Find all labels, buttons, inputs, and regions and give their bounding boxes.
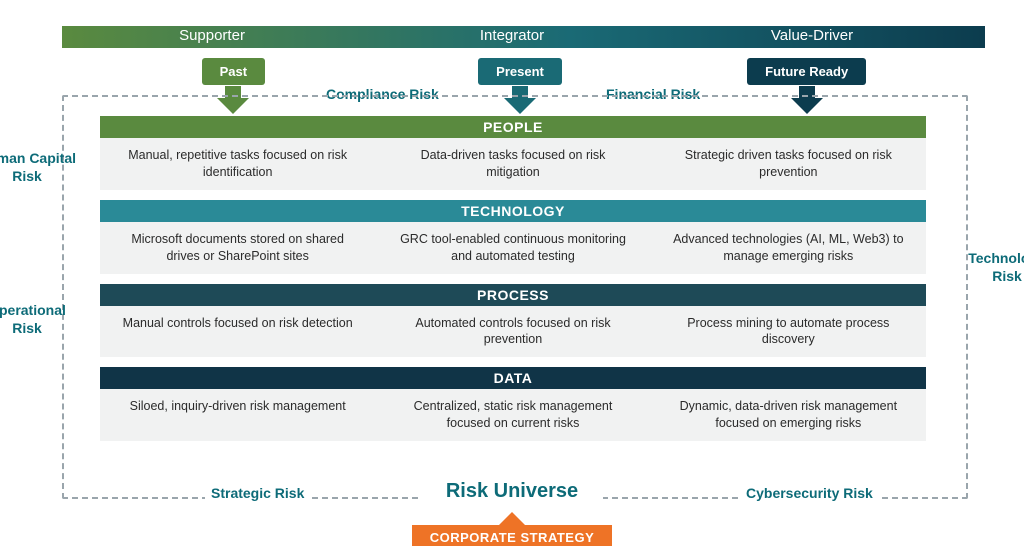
category-block: TECHNOLOGYMicrosoft documents stored on … <box>100 200 926 274</box>
category-header: PROCESS <box>100 284 926 306</box>
risk-label-strategic: Strategic Risk <box>205 485 310 501</box>
category-cell: Data-driven tasks focused on risk mitiga… <box>375 138 650 190</box>
diagram-root: Supporter Integrator Value-Driver Past P… <box>0 0 1024 546</box>
category-cell: Microsoft documents stored on shared dri… <box>100 222 375 274</box>
category-cell: GRC tool-enabled continuous monitoring a… <box>375 222 650 274</box>
risk-label-technology: Technology Risk <box>952 250 1024 285</box>
corporate-strategy-label: CORPORATE STRATEGY <box>412 525 613 546</box>
category-cell: Strategic driven tasks focused on risk p… <box>651 138 926 190</box>
corporate-strategy-badge: CORPORATE STRATEGY <box>0 512 1024 546</box>
category-rows: PEOPLEManual, repetitive tasks focused o… <box>100 116 926 451</box>
category-cell: Manual, repetitive tasks focused on risk… <box>100 138 375 190</box>
category-body: Manual controls focused on risk detectio… <box>100 306 926 358</box>
risk-universe-title: Risk Universe <box>421 480 603 503</box>
category-block: DATASiloed, inquiry-driven risk manageme… <box>100 367 926 441</box>
maturity-label-integrator: Integrator <box>362 20 662 52</box>
category-header: TECHNOLOGY <box>100 200 926 222</box>
risk-label-human-capital: Human Capital Risk <box>0 150 82 185</box>
corporate-strategy-arrow-icon <box>498 512 526 526</box>
category-header: PEOPLE <box>100 116 926 138</box>
stage-badge-label: Future Ready <box>747 58 866 85</box>
category-body: Manual, repetitive tasks focused on risk… <box>100 138 926 190</box>
category-body: Siloed, inquiry-driven risk managementCe… <box>100 389 926 441</box>
risk-label-cybersecurity: Cybersecurity Risk <box>740 485 879 501</box>
category-cell: Automated controls focused on risk preve… <box>375 306 650 358</box>
risk-label-operational: Operational Risk <box>0 302 82 337</box>
maturity-label-valuedriver: Value-Driver <box>662 20 962 52</box>
category-cell: Centralized, static risk management focu… <box>375 389 650 441</box>
category-block: PROCESSManual controls focused on risk d… <box>100 284 926 358</box>
category-header: DATA <box>100 367 926 389</box>
maturity-label-supporter: Supporter <box>62 20 362 52</box>
maturity-arrow-labels: Supporter Integrator Value-Driver <box>62 20 962 52</box>
category-cell: Advanced technologies (AI, ML, Web3) to … <box>651 222 926 274</box>
category-block: PEOPLEManual, repetitive tasks focused o… <box>100 116 926 190</box>
category-body: Microsoft documents stored on shared dri… <box>100 222 926 274</box>
stage-badge-label: Present <box>478 58 562 85</box>
category-cell: Dynamic, data-driven risk management foc… <box>651 389 926 441</box>
stage-badge-label: Past <box>202 58 265 85</box>
category-cell: Siloed, inquiry-driven risk management <box>100 389 375 441</box>
category-cell: Manual controls focused on risk detectio… <box>100 306 375 358</box>
category-cell: Process mining to automate process disco… <box>651 306 926 358</box>
